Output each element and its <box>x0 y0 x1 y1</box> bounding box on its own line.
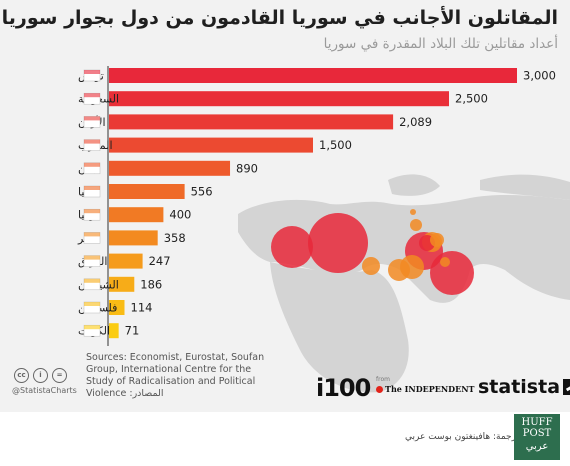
statista-text: statista <box>478 376 561 398</box>
twitter-handle: @StatistaCharts <box>12 386 77 395</box>
footer: cc i = @StatistaCharts i100 from The IND… <box>0 368 570 412</box>
bar <box>109 137 313 153</box>
map-land-europe <box>388 174 440 196</box>
map-bubble <box>388 259 410 281</box>
flag-stripe-icon <box>84 93 100 98</box>
flag-stripe-icon <box>84 302 100 306</box>
flag-stripe-icon <box>84 325 100 330</box>
license-icons: cc i = <box>14 368 67 383</box>
huffpost-arabic: عربي <box>525 441 549 452</box>
huffpost-line2: POST <box>522 428 552 439</box>
flag-stripe-icon <box>84 186 100 190</box>
independent-dot-icon <box>376 385 383 393</box>
map-land-africa <box>270 262 409 393</box>
flag-stripe-icon <box>84 139 100 144</box>
bar-value-label: 358 <box>164 231 186 245</box>
bar-chart: 3,000تونس2,500السعودية2,089الأردن1,500ال… <box>77 66 570 393</box>
attribution-icon: i <box>33 368 48 383</box>
bar <box>109 276 135 292</box>
flag-stripe-icon <box>84 70 100 74</box>
flag-stripe-icon <box>84 232 100 237</box>
infographic-card: المقاتلون الأجانب في سوريا القادمون من د… <box>0 0 570 412</box>
map-bubble <box>440 257 450 267</box>
bar-value-label: 3,000 <box>523 69 556 83</box>
chart-title: المقاتلون الأجانب في سوريا القادمون من د… <box>1 7 558 29</box>
bar <box>109 207 164 223</box>
source-note: Sources: Economist, Eurostat, Soufan Gro… <box>86 352 276 400</box>
chart-subtitle: أعداد مقاتلين تلك البلاد المقدرة في سوري… <box>323 36 558 52</box>
bar <box>109 68 517 83</box>
independent-logo: The INDEPENDENT <box>376 384 474 394</box>
bar <box>109 114 394 130</box>
map-bubble <box>410 219 422 231</box>
bar-value-label: 247 <box>149 254 171 268</box>
bar-value-label: 71 <box>125 324 140 338</box>
flag-stripe-icon <box>84 278 100 283</box>
bar-value-label: 114 <box>131 301 153 315</box>
i100-logo: i100 <box>316 374 371 402</box>
bar-value-label: 556 <box>191 185 213 199</box>
bar-value-label: 890 <box>236 161 258 175</box>
bar <box>109 91 449 107</box>
source-label-ar: :المصادر <box>129 388 164 399</box>
bar-value-label: 1,500 <box>319 138 352 152</box>
statista-logo: statista <box>478 376 570 398</box>
bar <box>109 160 231 176</box>
cc-icon: cc <box>14 368 29 383</box>
map-bubble <box>430 251 474 295</box>
bar <box>109 300 125 315</box>
no-derivatives-icon: = <box>52 368 67 383</box>
bar-value-label: 186 <box>140 277 162 291</box>
bar <box>109 253 143 269</box>
map-bubble <box>308 213 368 273</box>
statista-icon <box>563 379 570 395</box>
flag-stripe-icon <box>84 255 100 260</box>
bar <box>109 184 185 199</box>
map-bubble <box>271 226 313 268</box>
bar-value-label: 2,500 <box>455 92 488 106</box>
source-text: Sources: Economist, Eurostat, Soufan Gro… <box>86 352 265 399</box>
bar-value-label: 400 <box>169 208 191 222</box>
map-bubble <box>430 233 444 247</box>
from-label: from <box>376 376 390 383</box>
map-land-asia <box>480 174 570 200</box>
bar <box>109 230 158 246</box>
flag-stripe-icon <box>84 162 100 167</box>
flag-stripe-icon <box>84 116 100 121</box>
huffpost-line1: HUFF <box>521 417 553 428</box>
map-bubble <box>362 257 380 275</box>
flag-stripe-icon <box>84 209 100 214</box>
bar-value-label: 2,089 <box>399 115 432 129</box>
huffpost-logo: HUFF POST عربي <box>514 414 560 460</box>
translation-credit: ترجمة: هافينغتون بوست عربي <box>405 432 520 442</box>
map-bubble <box>410 209 416 215</box>
independent-text: The INDEPENDENT <box>385 384 475 394</box>
bar <box>109 323 119 339</box>
